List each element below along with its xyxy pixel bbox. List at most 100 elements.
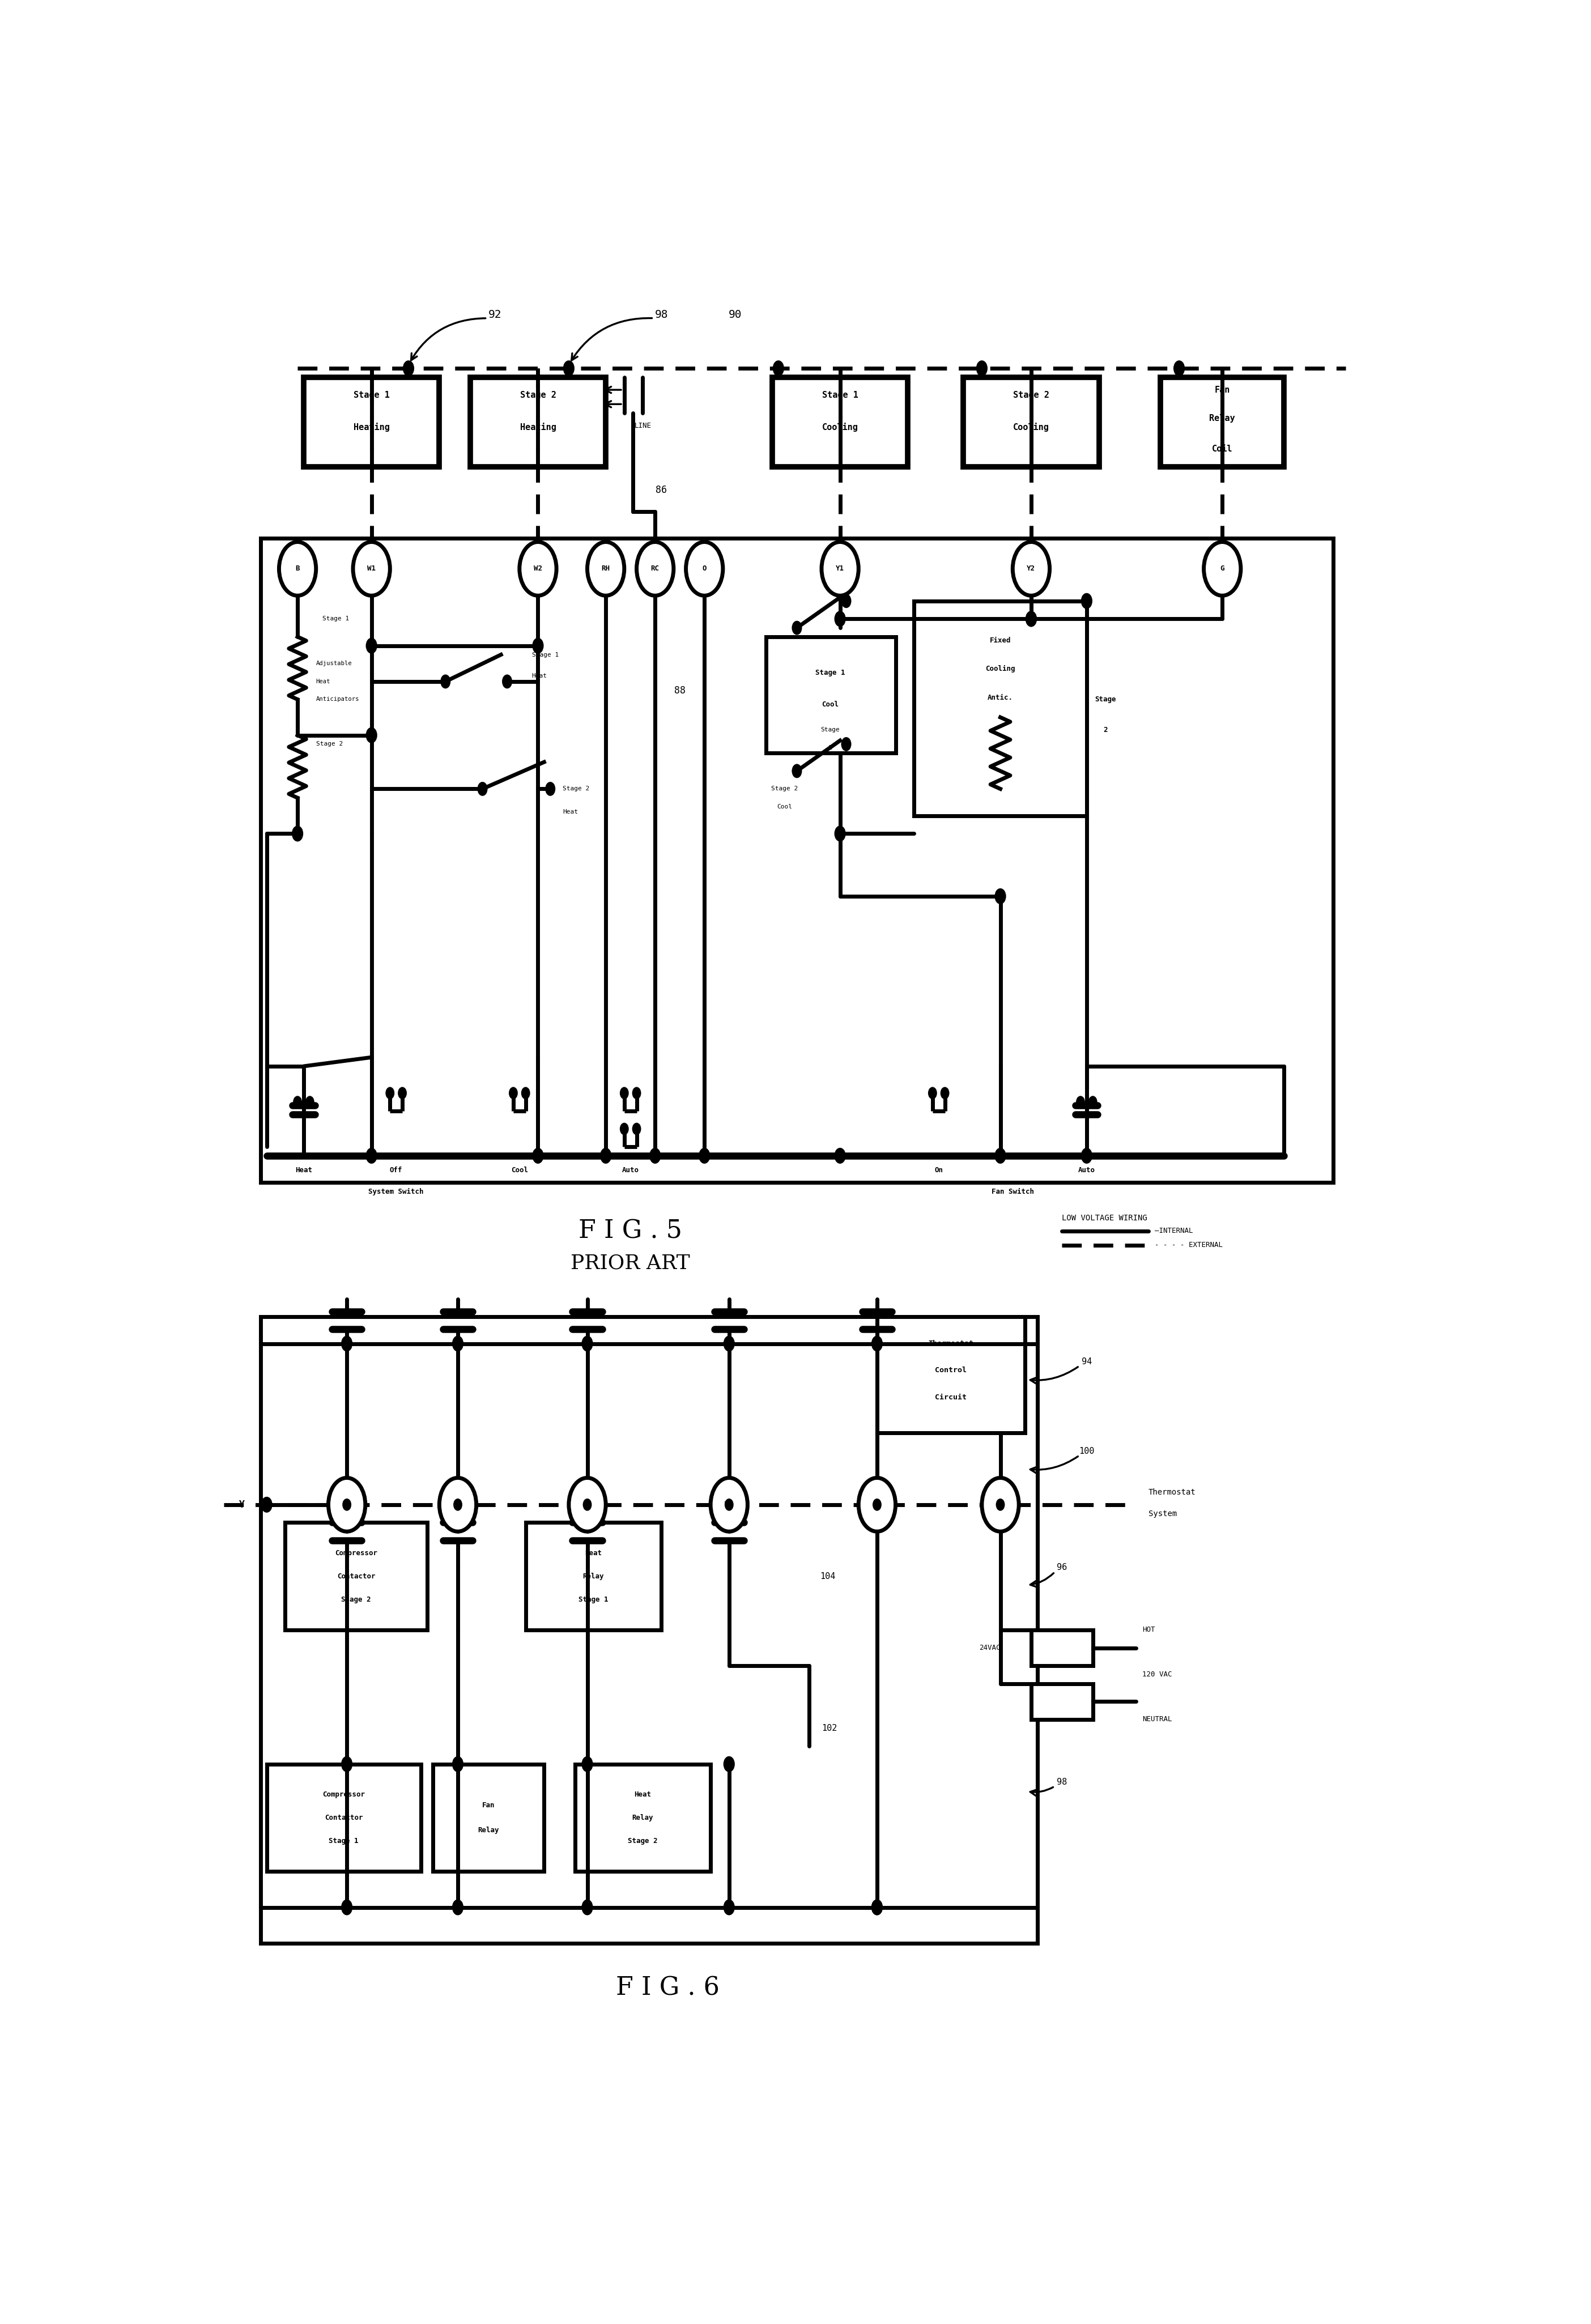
Circle shape — [342, 1901, 352, 1915]
Text: Fan: Fan — [1214, 386, 1230, 395]
Circle shape — [724, 1901, 733, 1915]
Text: G: G — [455, 1501, 460, 1508]
Bar — [767, 637, 896, 753]
Bar — [964, 376, 1099, 467]
Text: 2: 2 — [1103, 725, 1107, 734]
Text: Y1: Y1 — [835, 565, 845, 572]
Circle shape — [724, 1336, 733, 1350]
Text: Y2: Y2 — [1026, 565, 1036, 572]
Text: W: W — [585, 1501, 589, 1508]
Text: Cooling: Cooling — [1013, 423, 1048, 432]
Circle shape — [700, 1148, 710, 1162]
Text: 104: 104 — [819, 1571, 835, 1580]
Text: Compressor: Compressor — [334, 1550, 377, 1557]
Circle shape — [872, 1901, 881, 1915]
Text: 90: 90 — [729, 309, 741, 321]
Circle shape — [1082, 595, 1091, 609]
Bar — [261, 539, 1333, 1183]
Text: PRIOR ART: PRIOR ART — [571, 1253, 690, 1274]
Text: G: G — [1220, 565, 1225, 572]
Text: 24VAC: 24VAC — [978, 1643, 1001, 1652]
Circle shape — [929, 1088, 936, 1099]
Circle shape — [725, 1499, 733, 1511]
Text: 96: 96 — [1056, 1564, 1068, 1571]
Text: Stage: Stage — [1095, 695, 1115, 704]
Circle shape — [503, 676, 511, 688]
Text: Stage 2: Stage 2 — [772, 786, 799, 792]
Text: Auto: Auto — [622, 1167, 640, 1174]
Circle shape — [366, 639, 377, 653]
Bar — [471, 376, 606, 467]
Text: C: C — [875, 1501, 880, 1508]
Text: Stage 2: Stage 2 — [317, 741, 342, 746]
Bar — [267, 1764, 422, 1871]
Text: Relay: Relay — [632, 1815, 654, 1822]
Text: NEUTRAL: NEUTRAL — [1142, 1715, 1173, 1722]
Circle shape — [353, 541, 390, 595]
Circle shape — [996, 1148, 1006, 1162]
Text: HOT: HOT — [1142, 1627, 1155, 1634]
Text: 120 VAC: 120 VAC — [1142, 1671, 1173, 1678]
Circle shape — [711, 1478, 748, 1532]
Circle shape — [342, 1757, 352, 1771]
Text: 1: 1 — [829, 746, 832, 751]
Text: Relay: Relay — [582, 1573, 605, 1580]
Text: Heating: Heating — [520, 423, 555, 432]
Circle shape — [263, 1497, 272, 1513]
Text: Stage 1: Stage 1 — [531, 651, 558, 658]
Text: Stage: Stage — [821, 727, 840, 732]
Circle shape — [587, 541, 624, 595]
Text: Fixed: Fixed — [990, 637, 1010, 644]
Text: Stage 1: Stage 1 — [353, 390, 390, 400]
Circle shape — [996, 890, 1006, 904]
Text: RH: RH — [601, 565, 609, 572]
Text: 92: 92 — [488, 309, 501, 321]
Circle shape — [686, 541, 722, 595]
Circle shape — [328, 1478, 366, 1532]
Circle shape — [1204, 541, 1241, 595]
Circle shape — [441, 676, 450, 688]
Circle shape — [633, 1122, 640, 1134]
Text: —INTERNAL: —INTERNAL — [1155, 1227, 1193, 1234]
Circle shape — [620, 1122, 628, 1134]
Circle shape — [533, 639, 543, 653]
Circle shape — [453, 1901, 463, 1915]
Circle shape — [1026, 611, 1036, 625]
Text: 86: 86 — [655, 486, 667, 495]
Text: Cooling: Cooling — [985, 665, 1015, 672]
Text: Heat: Heat — [317, 679, 331, 683]
Text: Stage 1: Stage 1 — [579, 1597, 608, 1604]
Text: Stage 1: Stage 1 — [823, 390, 858, 400]
Text: Stage 1: Stage 1 — [321, 616, 348, 623]
Circle shape — [546, 783, 555, 795]
Text: Fan: Fan — [482, 1801, 495, 1808]
Circle shape — [835, 1148, 845, 1162]
Circle shape — [342, 1336, 352, 1350]
Text: 100: 100 — [1079, 1448, 1095, 1455]
Text: Off: Off — [390, 1167, 403, 1174]
Circle shape — [1026, 611, 1036, 625]
Circle shape — [620, 1088, 628, 1099]
Text: Stage 1: Stage 1 — [815, 669, 845, 676]
Circle shape — [1013, 541, 1050, 595]
Circle shape — [1174, 360, 1184, 376]
Circle shape — [479, 783, 487, 795]
Text: 102: 102 — [821, 1724, 837, 1734]
Bar — [1031, 1629, 1093, 1666]
Text: Fan Switch: Fan Switch — [991, 1188, 1034, 1195]
Text: Anticipators: Anticipators — [317, 697, 360, 702]
Circle shape — [563, 360, 574, 376]
Text: Heat: Heat — [296, 1167, 312, 1174]
Text: Cool: Cool — [511, 1167, 528, 1174]
Text: 94: 94 — [1082, 1357, 1091, 1367]
Text: Heat: Heat — [563, 809, 578, 816]
Bar — [1161, 376, 1284, 467]
Text: Heating: Heating — [353, 423, 390, 432]
Circle shape — [509, 1088, 517, 1099]
Text: Stage 2: Stage 2 — [520, 390, 555, 400]
Circle shape — [453, 1499, 461, 1511]
Circle shape — [792, 765, 802, 776]
Circle shape — [404, 360, 414, 376]
Circle shape — [842, 595, 851, 607]
Circle shape — [584, 1499, 590, 1511]
